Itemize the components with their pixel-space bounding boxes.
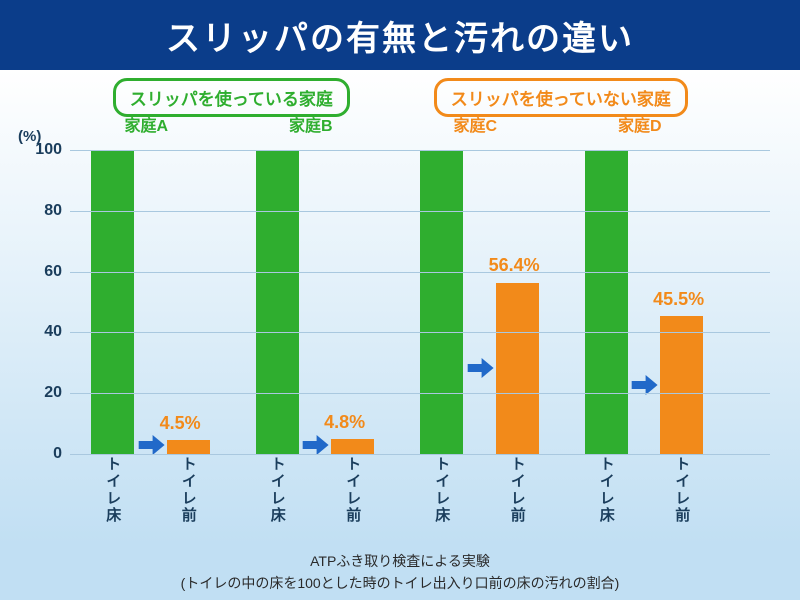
y-tick: 80 — [44, 202, 62, 220]
plot-region: 4.5% 4.8% 56.4% 45.5% 020406080100 — [70, 150, 770, 454]
x-label-toilet-front: トイレ前 — [507, 456, 528, 524]
household-label: 家庭D — [618, 112, 662, 136]
bar-value-label: 45.5% — [653, 289, 704, 310]
y-tick: 60 — [44, 263, 62, 281]
arrow-icon — [478, 348, 504, 368]
arrow-icon — [313, 425, 339, 445]
legend-slippers-yes: スリッパを使っている家庭 — [113, 78, 350, 117]
household-label: 家庭B — [289, 112, 333, 136]
bar-toilet-front — [660, 316, 703, 454]
x-label-toilet-floor: トイレ床 — [102, 456, 123, 524]
x-label-toilet-front: トイレ前 — [671, 456, 692, 524]
arrow-icon — [149, 425, 175, 445]
page-title: スリッパの有無と汚れの違い — [166, 11, 634, 60]
chart-area: (%) スリッパを使っている家庭 スリッパを使っていない家庭 家庭A家庭B家庭C… — [0, 70, 800, 544]
gridline — [70, 150, 770, 151]
title-bar: スリッパの有無と汚れの違い — [0, 0, 800, 70]
gridline — [70, 393, 770, 394]
legend-slippers-no: スリッパを使っていない家庭 — [434, 78, 688, 117]
bar-toilet-floor — [585, 150, 628, 454]
legend-row: スリッパを使っている家庭 スリッパを使っていない家庭 — [0, 78, 800, 138]
y-tick: 40 — [44, 323, 62, 341]
gridline — [70, 454, 770, 455]
household-label: 家庭C — [454, 112, 498, 136]
gridline — [70, 332, 770, 333]
arrow-icon — [642, 365, 668, 385]
y-tick: 20 — [44, 384, 62, 402]
bars-layer: 4.5% 4.8% 56.4% 45.5% — [70, 150, 770, 454]
bar-toilet-floor — [420, 150, 463, 454]
footer-line-2: (トイレの中の床を100とした時のトイレ出入り口前の床の汚れの割合) — [181, 573, 620, 593]
x-label-toilet-front: トイレ前 — [342, 456, 363, 524]
y-tick: 100 — [35, 141, 62, 159]
x-label-toilet-floor: トイレ床 — [431, 456, 452, 524]
bar-toilet-floor — [91, 150, 134, 454]
footer-caption: ATPふき取り検査による実験 (トイレの中の床を100とした時のトイレ出入り口前… — [0, 544, 800, 600]
bar-toilet-floor — [256, 150, 299, 454]
footer-line-1: ATPふき取り検査による実験 — [310, 551, 490, 571]
y-tick: 0 — [53, 445, 62, 463]
household-labels: 家庭A 家庭B 家庭C 家庭D — [0, 112, 800, 134]
gridline — [70, 211, 770, 212]
x-label-toilet-floor: トイレ床 — [267, 456, 288, 524]
x-axis-labels: トイレ床 トイレ前 トイレ床 トイレ前 トイレ床 トイレ前 トイレ床 トイレ前 — [70, 456, 770, 534]
x-label-toilet-floor: トイレ床 — [596, 456, 617, 524]
x-label-toilet-front: トイレ前 — [178, 456, 199, 524]
bar-value-label: 56.4% — [489, 255, 540, 276]
gridline — [70, 272, 770, 273]
household-label: 家庭A — [125, 112, 169, 136]
